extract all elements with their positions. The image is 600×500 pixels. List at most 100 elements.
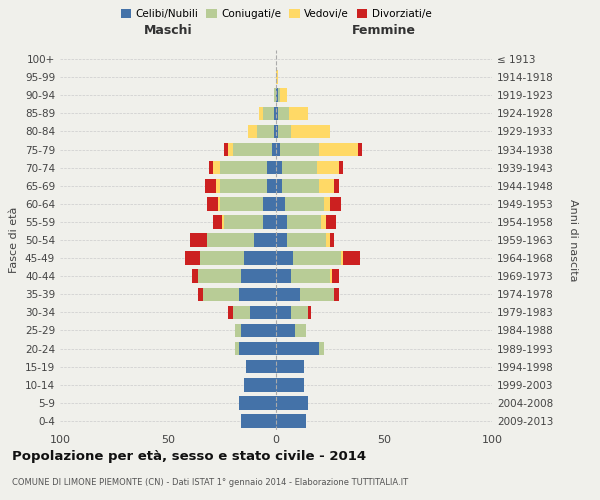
Bar (239, 396, 276, 409)
Bar (291, 124, 330, 138)
Bar (276, 161, 283, 174)
Bar (263, 106, 274, 120)
Bar (192, 270, 198, 283)
Bar (334, 179, 338, 192)
Bar (278, 124, 291, 138)
Bar (198, 270, 241, 283)
Bar (276, 306, 291, 319)
Bar (239, 288, 276, 301)
Bar (330, 197, 341, 210)
Bar (274, 88, 276, 102)
Bar (276, 179, 283, 192)
Bar (276, 106, 278, 120)
Bar (334, 288, 338, 301)
Bar (276, 70, 278, 84)
Bar (257, 124, 274, 138)
Bar (214, 215, 222, 228)
Bar (235, 342, 239, 355)
Bar (220, 161, 268, 174)
Bar (284, 197, 323, 210)
Bar (278, 88, 280, 102)
Bar (276, 342, 319, 355)
Bar (272, 142, 276, 156)
Bar (276, 142, 280, 156)
Bar (280, 142, 319, 156)
Bar (308, 306, 311, 319)
Bar (341, 252, 343, 265)
Bar (300, 288, 334, 301)
Text: Maschi: Maschi (143, 24, 193, 38)
Y-axis label: Fasce di età: Fasce di età (10, 207, 19, 273)
Bar (233, 142, 272, 156)
Bar (233, 306, 250, 319)
Bar (332, 270, 338, 283)
Bar (276, 360, 304, 374)
Bar (278, 106, 289, 120)
Bar (200, 252, 244, 265)
Bar (241, 324, 276, 338)
Bar (293, 252, 341, 265)
Bar (319, 179, 334, 192)
Bar (205, 179, 215, 192)
Text: Femmine: Femmine (352, 24, 416, 38)
Bar (291, 306, 308, 319)
Bar (330, 270, 332, 283)
Text: COMUNE DI LIMONE PIEMONTE (CN) - Dati ISTAT 1° gennaio 2014 - Elaborazione TUTTI: COMUNE DI LIMONE PIEMONTE (CN) - Dati IS… (12, 478, 408, 487)
Bar (215, 179, 220, 192)
Bar (254, 233, 276, 247)
Bar (214, 161, 220, 174)
Bar (287, 215, 322, 228)
Bar (220, 197, 263, 210)
Bar (295, 324, 306, 338)
Bar (276, 124, 278, 138)
Legend: Celibi/Nubili, Coniugati/e, Vedovi/e, Divorziati/e: Celibi/Nubili, Coniugati/e, Vedovi/e, Di… (116, 5, 436, 24)
Bar (280, 88, 287, 102)
Bar (326, 233, 330, 247)
Bar (235, 324, 241, 338)
Bar (276, 88, 278, 102)
Bar (276, 324, 295, 338)
Bar (289, 106, 308, 120)
Bar (283, 179, 319, 192)
Bar (330, 233, 334, 247)
Bar (229, 142, 233, 156)
Bar (319, 342, 323, 355)
Bar (276, 288, 300, 301)
Bar (287, 233, 326, 247)
Bar (343, 252, 360, 265)
Bar (220, 179, 268, 192)
Bar (291, 270, 330, 283)
Bar (190, 233, 207, 247)
Bar (274, 106, 276, 120)
Bar (323, 197, 330, 210)
Bar (203, 288, 239, 301)
Text: Popolazione per età, sesso e stato civile - 2014: Popolazione per età, sesso e stato civil… (12, 450, 366, 463)
Bar (229, 306, 233, 319)
Bar (276, 414, 306, 428)
Bar (207, 197, 218, 210)
Bar (276, 252, 293, 265)
Bar (218, 197, 220, 210)
Bar (259, 106, 263, 120)
Bar (319, 142, 358, 156)
Bar (250, 306, 276, 319)
Bar (198, 288, 203, 301)
Bar (276, 396, 308, 409)
Bar (241, 414, 276, 428)
Bar (276, 270, 291, 283)
Bar (209, 161, 214, 174)
Bar (268, 161, 276, 174)
Bar (263, 215, 276, 228)
Bar (326, 215, 337, 228)
Bar (322, 215, 326, 228)
Bar (244, 378, 276, 392)
Bar (239, 342, 276, 355)
Bar (338, 161, 343, 174)
Y-axis label: Anni di nascita: Anni di nascita (568, 198, 577, 281)
Bar (276, 233, 287, 247)
Bar (276, 378, 304, 392)
Bar (185, 252, 200, 265)
Bar (248, 124, 257, 138)
Bar (358, 142, 362, 156)
Bar (207, 233, 254, 247)
